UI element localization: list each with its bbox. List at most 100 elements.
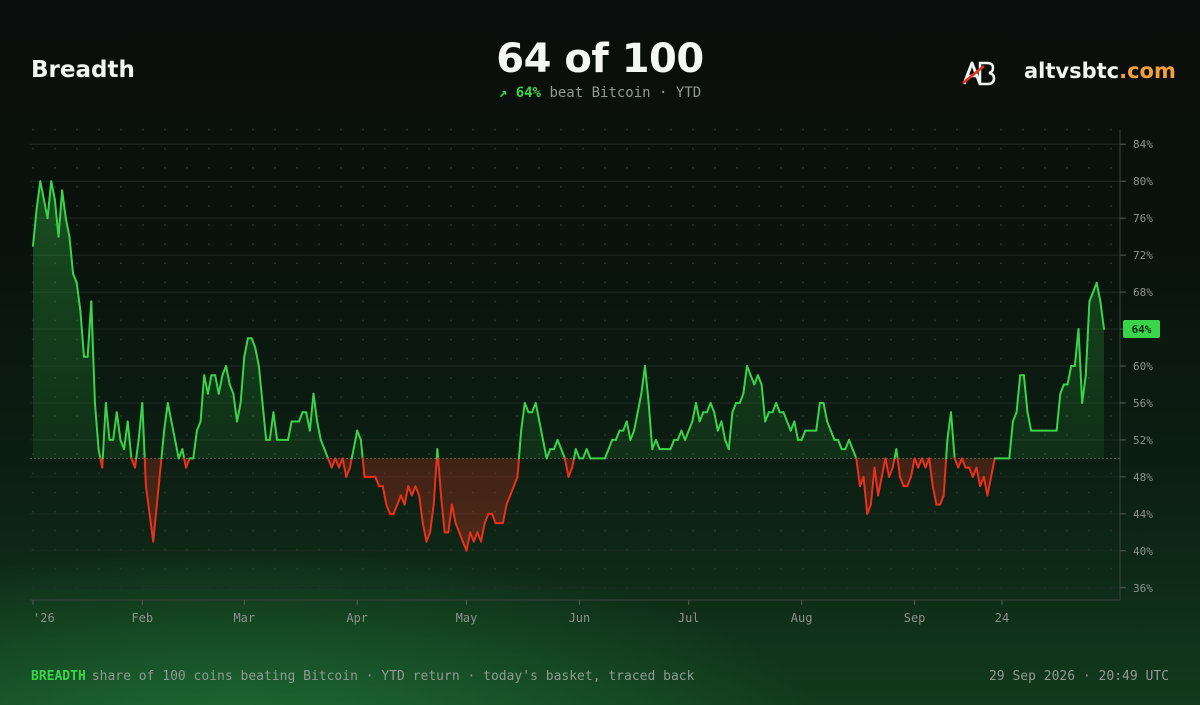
series-segment	[990, 457, 996, 478]
x-tick-label: Jul	[678, 611, 700, 625]
series-segment	[79, 309, 85, 358]
series-segment	[800, 429, 807, 441]
series-segment	[308, 392, 315, 432]
brand-link[interactable]: altvsbtc.com	[1024, 59, 1176, 83]
series-segment	[170, 420, 177, 441]
series-segment	[603, 448, 610, 460]
series-segment	[206, 374, 213, 395]
y-tick-label: 36%	[1133, 582, 1153, 595]
y-tick-label: 68%	[1133, 286, 1153, 299]
series-segment	[625, 420, 632, 441]
series-segment	[746, 365, 752, 377]
series-segment	[345, 466, 351, 478]
current-value-label: 64%	[1132, 323, 1152, 336]
series-segment	[567, 466, 574, 478]
footer-caption: BREADTH share of 100 coins beating Bitcoi…	[31, 669, 694, 684]
headline-subtitle: ↗ 64% beat Bitcoin · YTD	[0, 85, 1200, 101]
series-segment	[749, 374, 756, 386]
series-segment	[152, 503, 158, 543]
series-segment	[968, 466, 974, 478]
series-segment	[538, 420, 544, 441]
series-segment	[50, 180, 56, 201]
plot-dot-grid	[30, 120, 1120, 600]
series-segment	[501, 503, 508, 525]
series-segment	[888, 466, 894, 478]
series-segment	[115, 411, 122, 441]
series-segment	[1095, 281, 1102, 303]
series-segment	[327, 457, 333, 469]
y-tick-label: 84%	[1133, 138, 1153, 151]
series-segment	[1066, 365, 1073, 386]
series-segment	[709, 401, 716, 414]
series-segment	[414, 485, 421, 497]
series-segment	[181, 448, 186, 460]
series-segment	[166, 401, 173, 423]
series-segment	[1008, 420, 1014, 460]
series-segment	[359, 438, 364, 460]
series-segment	[906, 475, 912, 488]
series-segment	[458, 531, 464, 543]
brand-tld: .com	[1119, 59, 1176, 83]
series-segment	[1015, 374, 1022, 414]
series-segment	[1055, 392, 1062, 432]
series-segment	[447, 503, 453, 534]
series-segment	[436, 448, 440, 460]
series-segment	[837, 438, 843, 451]
series-segment	[957, 457, 963, 469]
series-segment	[126, 420, 133, 460]
series-segment	[97, 448, 102, 460]
series-segment	[135, 438, 140, 460]
series-segment	[112, 411, 118, 441]
series-segment	[160, 429, 166, 460]
y-tick-label: 80%	[1133, 175, 1153, 188]
series-segment	[873, 466, 880, 497]
series-segment	[385, 503, 391, 515]
percent-value: 64%	[515, 85, 541, 101]
series-segment	[939, 494, 945, 506]
series-segment	[727, 411, 734, 451]
series-segment	[877, 475, 883, 497]
series-segment	[236, 401, 242, 423]
y-tick-label: 72%	[1133, 249, 1153, 262]
series-segment	[931, 485, 938, 506]
trend-up-icon: ↗	[498, 85, 508, 101]
series-segment	[986, 475, 993, 497]
series-segment	[552, 438, 559, 451]
series-segment	[61, 189, 67, 220]
series-segment	[316, 420, 322, 441]
series-segment	[574, 448, 581, 460]
series-segment	[32, 207, 38, 247]
series-segment	[75, 281, 82, 312]
series-segment	[1059, 383, 1065, 395]
series-segment	[691, 401, 697, 423]
series-segment	[512, 475, 519, 488]
series-segment	[753, 374, 759, 386]
series-segment	[472, 531, 479, 543]
series-segment	[862, 475, 869, 515]
series-segment	[534, 401, 541, 423]
series-segment	[203, 374, 209, 395]
series-segment	[647, 401, 654, 451]
series-segment	[851, 448, 858, 460]
series-segment	[287, 420, 293, 441]
series-segment	[687, 420, 694, 432]
series-segment	[760, 383, 767, 423]
y-tick-label: 44%	[1133, 508, 1153, 521]
series-segment	[654, 438, 661, 451]
series-segment	[396, 494, 402, 506]
breadth-chart: 36% 40% 44% 48% 52% 56% 60% 68% 72% 76% 80% 84% '26…	[30, 120, 1160, 625]
x-tick-label: Mar	[233, 611, 255, 625]
series-segment	[68, 235, 75, 275]
series-segment	[425, 531, 432, 543]
series-segment	[46, 180, 53, 220]
series-segment	[163, 401, 169, 432]
series-segment	[272, 411, 279, 441]
series-segment	[614, 429, 621, 441]
series-segment	[896, 457, 901, 478]
series-segment	[268, 411, 275, 441]
x-tick-label: May	[456, 611, 478, 625]
series-segment	[698, 411, 705, 423]
series-segment	[148, 512, 155, 543]
y-tick-label: 52%	[1133, 434, 1153, 447]
series-segment	[407, 485, 413, 497]
